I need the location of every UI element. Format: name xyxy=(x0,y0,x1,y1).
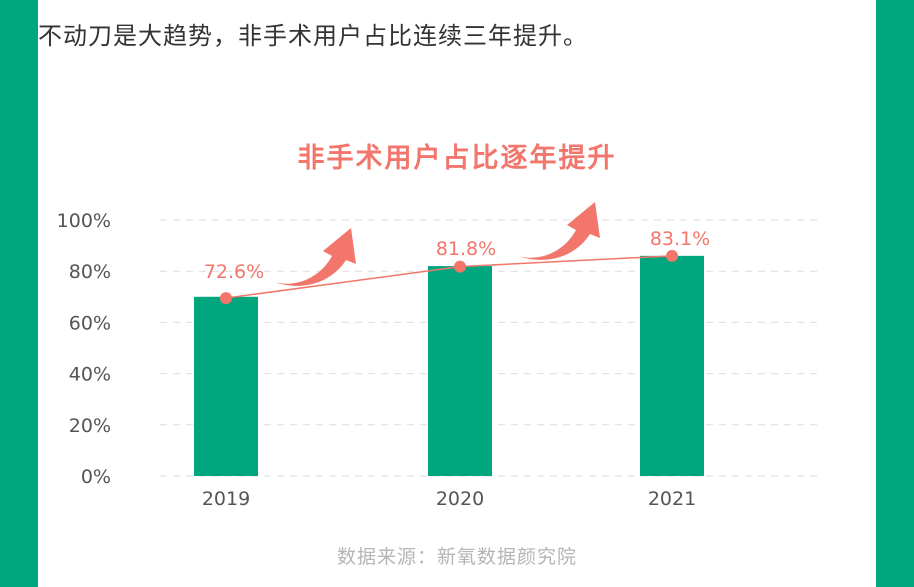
arrows xyxy=(274,202,600,286)
x-tick-label: 2019 xyxy=(202,488,250,510)
intro-text: 不动刀是大趋势，非手术用户占比连续三年提升。 xyxy=(38,22,588,50)
data-label-2021: 83.1% xyxy=(650,228,710,250)
y-axis-ticks: 0% 20% 40% 60% 80% 100% xyxy=(57,210,111,488)
trend-point-2020 xyxy=(454,260,466,273)
bar-2021 xyxy=(640,255,704,476)
trend-point-2021 xyxy=(666,249,678,262)
data-labels: 72.6% 81.8% 83.1% xyxy=(204,228,710,283)
y-tick-label: 40% xyxy=(69,364,111,386)
chart-title: 非手术用户占比逐年提升 xyxy=(297,143,617,174)
y-tick-label: 100% xyxy=(57,210,111,232)
x-tick-label: 2021 xyxy=(648,488,696,510)
data-label-2019: 72.6% xyxy=(204,261,264,283)
source-note: 数据来源：新氧数据颜究院 xyxy=(336,546,577,568)
trend-point-2019 xyxy=(220,292,232,305)
trend-line-group xyxy=(220,249,678,305)
y-tick-label: 60% xyxy=(69,312,111,334)
y-tick-label: 20% xyxy=(69,415,111,437)
x-tick-label: 2020 xyxy=(436,488,484,510)
up-arrow-icon xyxy=(274,228,356,286)
data-label-2020: 81.8% xyxy=(436,238,496,260)
bars xyxy=(194,255,704,476)
x-axis-ticks: 2019 2020 2021 xyxy=(202,488,696,510)
y-tick-label: 0% xyxy=(81,466,111,488)
bar-2020 xyxy=(428,266,492,476)
bar-2019 xyxy=(194,296,258,476)
up-arrow-icon xyxy=(518,202,600,260)
y-tick-label: 80% xyxy=(69,261,111,283)
